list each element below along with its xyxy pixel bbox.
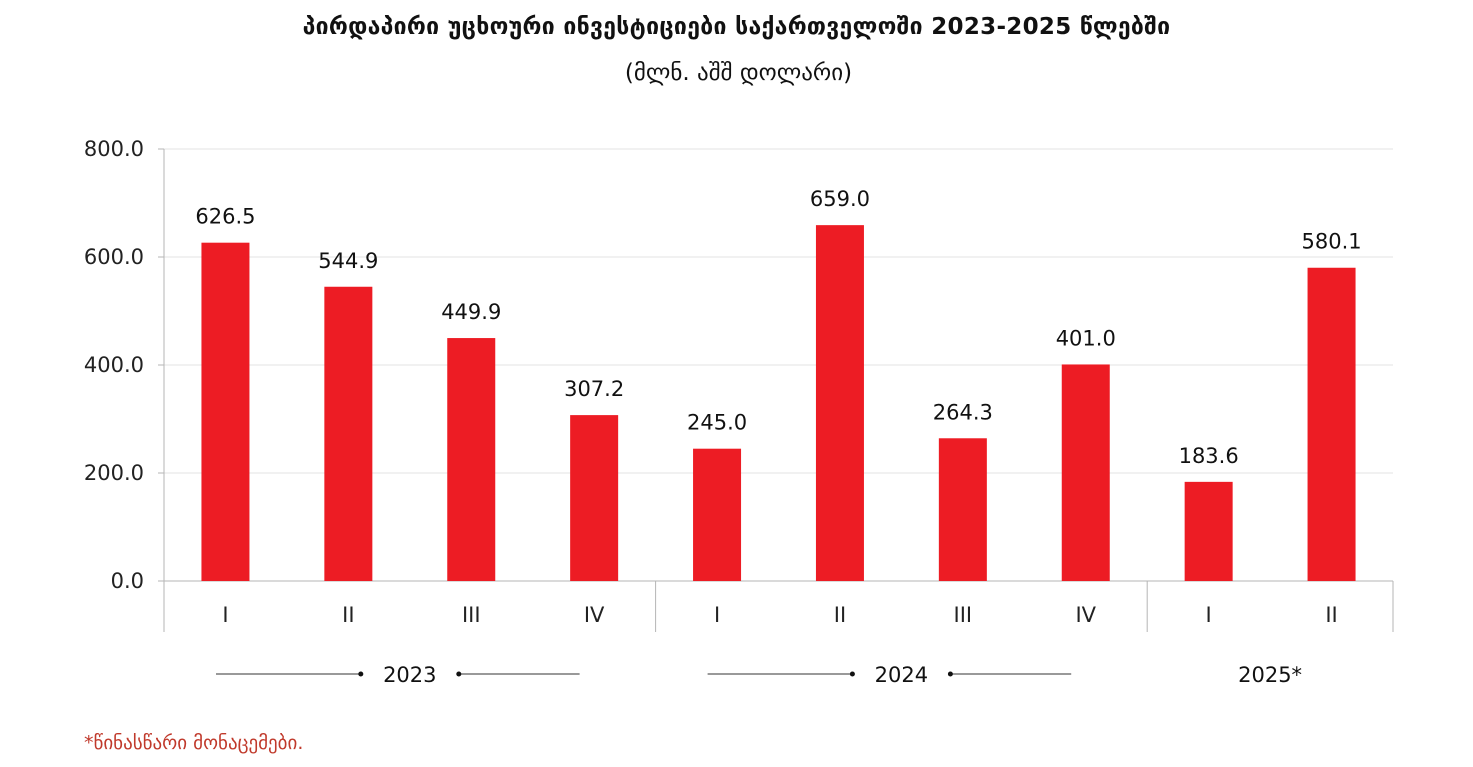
bar <box>938 438 987 581</box>
bar <box>324 286 373 581</box>
chart-title: პირდაპირი უცხოური ინვესტიციები საქართველ… <box>302 14 1171 40</box>
y-tick-label: 600.0 <box>84 245 144 269</box>
x-tick-label: II <box>342 603 354 627</box>
data-label: 264.3 <box>933 400 993 424</box>
x-tick-label: IV <box>584 603 605 627</box>
year-bracket-dot <box>358 671 364 677</box>
x-tick-label: I <box>222 603 228 627</box>
x-tick-label: IV <box>1075 603 1096 627</box>
data-label: 626.5 <box>195 205 255 229</box>
chart-subtitle: (მლნ. აშშ დოლარი) <box>624 60 853 86</box>
year-label: 2025* <box>1238 663 1302 687</box>
bar <box>447 338 496 581</box>
year-bracket-dot <box>947 671 953 677</box>
bar <box>1061 364 1110 581</box>
data-label: 183.6 <box>1179 444 1239 468</box>
data-label: 449.9 <box>441 300 501 324</box>
data-label: 580.1 <box>1301 230 1361 254</box>
y-tick-label: 800.0 <box>84 137 144 161</box>
footnote: *წინასწარი მონაცემები. <box>84 732 304 754</box>
bar <box>201 242 250 581</box>
x-tick-label: I <box>1206 603 1212 627</box>
y-tick-label: 0.0 <box>111 569 144 593</box>
year-label: 2023 <box>383 663 436 687</box>
x-tick-label: III <box>462 603 481 627</box>
year-bracket-dot <box>849 671 855 677</box>
y-tick-label: 400.0 <box>84 353 144 377</box>
x-tick-label: II <box>834 603 846 627</box>
bar <box>570 415 619 581</box>
bar <box>1307 267 1356 581</box>
data-label: 307.2 <box>564 377 624 401</box>
bar <box>1184 481 1233 581</box>
year-bracket-dot <box>456 671 462 677</box>
x-tick-label: II <box>1325 603 1337 627</box>
data-label: 544.9 <box>318 249 378 273</box>
x-tick-label: III <box>954 603 973 627</box>
bar <box>693 448 742 581</box>
data-label: 245.0 <box>687 411 747 435</box>
x-tick-label: I <box>714 603 720 627</box>
data-label: 401.0 <box>1056 326 1116 350</box>
bar <box>815 225 864 581</box>
data-label: 659.0 <box>810 187 870 211</box>
y-tick-label: 200.0 <box>84 461 144 485</box>
year-label: 2024 <box>875 663 928 687</box>
